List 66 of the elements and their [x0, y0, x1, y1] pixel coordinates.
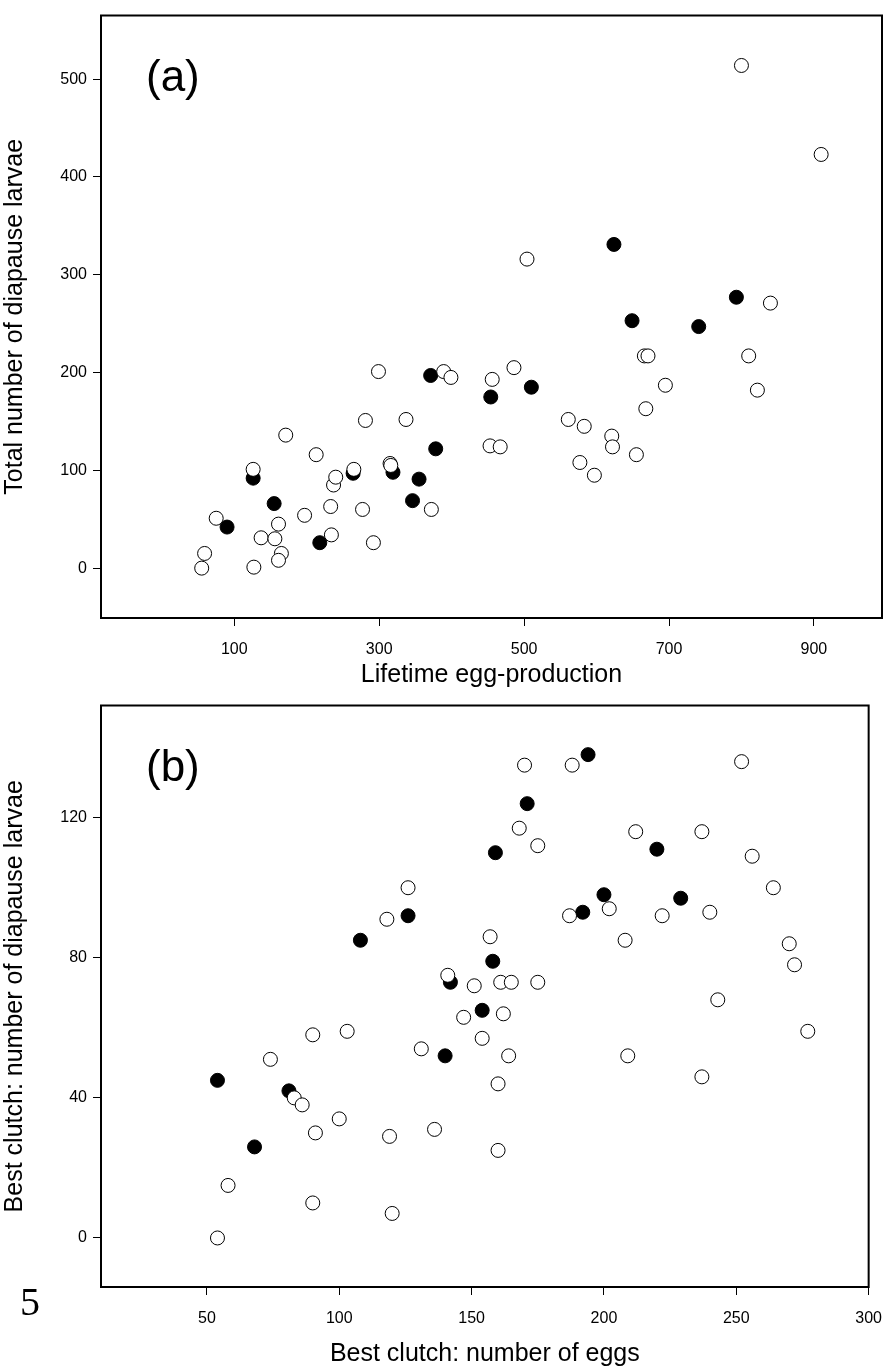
- point: [271, 552, 286, 568]
- point: [440, 967, 456, 983]
- point: [640, 348, 656, 364]
- point: [492, 439, 508, 455]
- annotation: (a): [146, 50, 200, 100]
- point: [474, 1002, 490, 1018]
- point: [691, 319, 707, 335]
- point: [728, 289, 744, 305]
- point: [219, 519, 235, 535]
- x-tick-label: 900: [800, 640, 828, 658]
- x-tick-label: 300: [855, 1309, 883, 1327]
- x-tick-label: 100: [220, 640, 248, 658]
- point: [245, 461, 261, 477]
- y-tick-label: 200: [60, 362, 88, 380]
- point: [580, 747, 596, 763]
- y-tick-label: 0: [78, 558, 88, 576]
- point: [624, 313, 640, 329]
- point: [604, 439, 620, 455]
- y-tick-label: 500: [60, 69, 88, 87]
- point: [437, 1048, 453, 1064]
- y-tick-label: 100: [60, 460, 88, 478]
- point: [294, 1097, 310, 1113]
- point: [523, 379, 539, 395]
- annotation: (b): [146, 740, 200, 790]
- point: [266, 496, 282, 512]
- point: [487, 845, 503, 861]
- x-tick-label: 200: [590, 1309, 618, 1327]
- x-tick-label: 50: [197, 1309, 216, 1327]
- point: [503, 974, 519, 990]
- y-tick-label: 400: [60, 167, 88, 185]
- point: [485, 953, 501, 969]
- y-tick-label: 80: [69, 948, 88, 966]
- x-axis-title: Best clutch: number of eggs: [329, 1337, 640, 1366]
- x-tick-label: 700: [655, 640, 683, 658]
- point: [596, 887, 612, 903]
- point: [575, 904, 591, 920]
- point: [443, 369, 459, 385]
- y-tick-label: 0: [78, 1228, 88, 1246]
- point: [405, 493, 421, 509]
- point: [673, 890, 689, 906]
- point: [483, 389, 499, 405]
- x-tick-label: 100: [325, 1309, 353, 1327]
- x-tick-label: 150: [458, 1309, 486, 1327]
- point: [411, 471, 427, 487]
- point: [209, 1072, 225, 1088]
- point: [606, 236, 622, 252]
- y-axis-title: Total number of diapause larvae: [0, 138, 27, 495]
- x-tick-label: 250: [722, 1309, 750, 1327]
- point: [519, 796, 535, 812]
- point: [649, 841, 665, 857]
- y-tick-label: 120: [60, 808, 88, 826]
- point: [247, 1139, 263, 1155]
- point: [312, 535, 328, 551]
- point: [423, 367, 439, 383]
- y-axis-title: Best clutch: number of diapause larvae: [0, 780, 27, 1213]
- point: [400, 908, 416, 924]
- x-tick-label: 500: [510, 640, 538, 658]
- point: [328, 469, 344, 485]
- point: [352, 932, 368, 948]
- x-tick-label: 300: [365, 640, 393, 658]
- text: 5: [20, 1279, 40, 1324]
- point: [346, 461, 362, 477]
- point: [428, 441, 444, 457]
- y-tick-label: 40: [69, 1088, 88, 1106]
- y-tick-label: 300: [60, 265, 88, 283]
- x-axis-title: Lifetime egg-production: [360, 658, 623, 687]
